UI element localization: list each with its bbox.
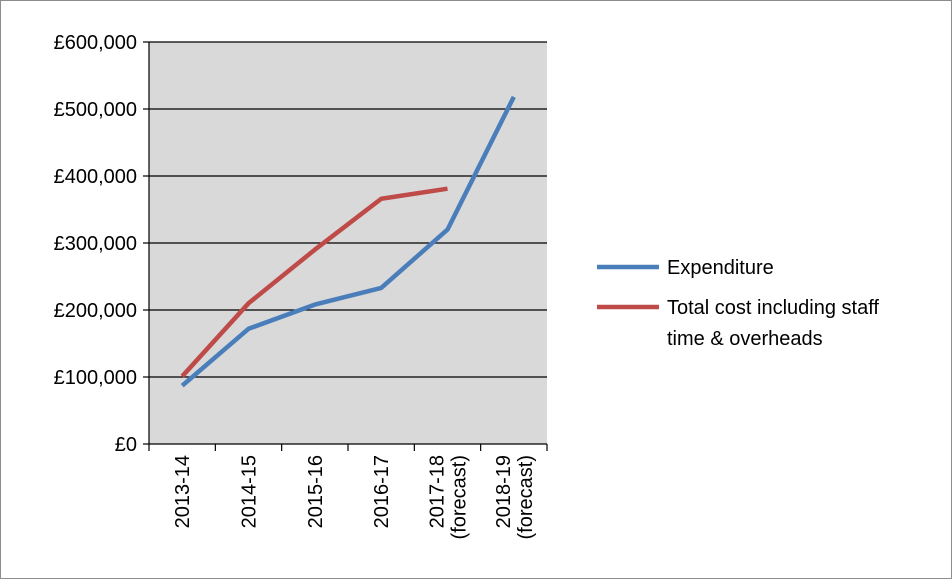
x-tick-label: 2017-18 [427,455,449,528]
legend-label: Expenditure [667,257,774,279]
y-tick-label: £200,000 [54,300,137,322]
gridlines [149,41,547,378]
x-axis-ticks [148,444,548,451]
series-group [180,95,516,388]
y-tick-label: £600,000 [54,32,137,54]
legend: Expenditure Total cost including staff tim… [597,257,879,350]
y-tick-label: £100,000 [54,367,137,389]
y-axis-labels: £0 £100,000 £200,000 £300,000 £400,000 £500,0… [54,32,137,456]
y-tick-label: £300,000 [54,233,137,255]
legend-label: time & overheads [667,328,823,350]
x-tick-label: 2013-14 [172,455,194,528]
legend-label: Total cost including staff [667,297,879,319]
x-tick-label: (forecast) [515,455,537,539]
x-tick-label: 2018-19 [493,455,515,528]
x-tick-label: (forecast) [449,455,471,539]
y-tick-label: £400,000 [54,166,137,188]
x-axis-labels: 2013-14 2014-15 2015-16 2016-17 2017-18 (fore… [172,455,537,539]
y-axis-ticks [143,41,149,445]
y-tick-label: £500,000 [54,99,137,121]
series-line-0 [180,95,516,388]
x-tick-label: 2015-16 [305,455,327,528]
y-tick-label: £0 [115,434,137,456]
series-line-1 [180,186,448,378]
x-tick-label: 2014-15 [239,455,261,528]
x-tick-label: 2016-17 [371,455,393,528]
